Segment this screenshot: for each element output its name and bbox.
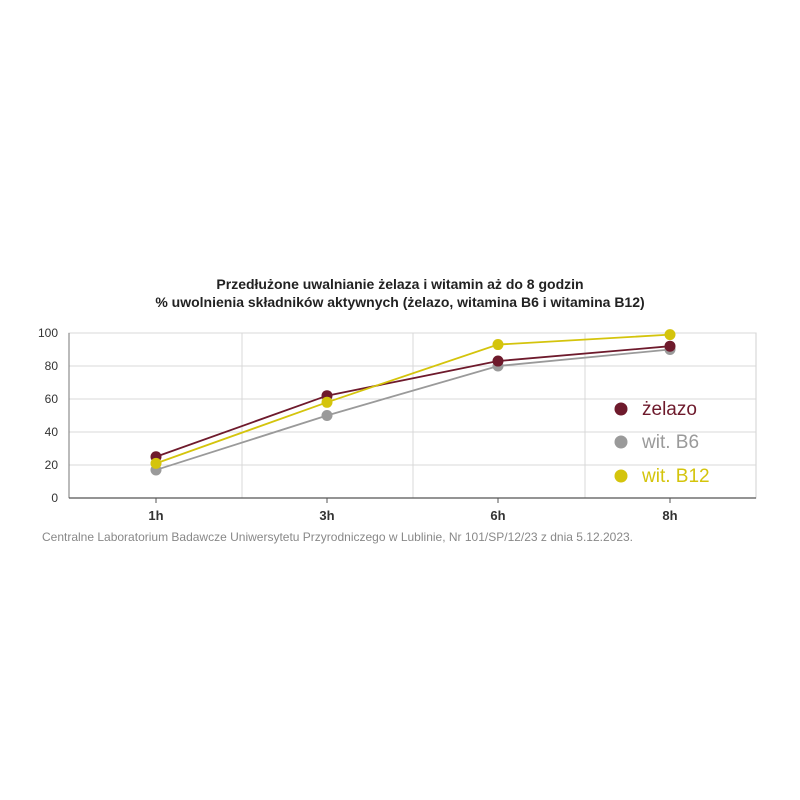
data-point-s3-3h [321,396,333,408]
y-tick-label: 80 [45,359,59,373]
data-point-s1-8h [664,340,676,352]
data-point-s3-1h [150,457,162,469]
series-line-1 [155,345,671,458]
y-tick-label: 60 [45,392,59,406]
data-point-s3-6h [492,339,504,351]
chart-title: Przedłużone uwalnianie żelaza i witamin … [216,276,583,292]
x-tick-label: 1h [148,508,163,523]
legend-label-1: żelazo [642,399,697,420]
legend-marker-2 [614,435,628,449]
chart-subtitle: % uwolnienia składników aktywnych (żelaz… [155,294,644,310]
x-tick-label: 6h [490,508,505,523]
legend-marker-3 [614,469,628,483]
plot-area: 0 20 40 60 80 100 1h 3h 6h 8h [38,326,757,523]
series-line-3 [155,333,671,465]
legend-label-3: wit. B12 [641,466,710,487]
data-point-s1-6h [492,355,504,367]
data-point-s3-8h [664,329,676,341]
legend: żelazo wit. B6 wit. B12 [614,399,710,487]
data-point-s2-3h [321,410,333,421]
y-tick-label: 20 [45,458,59,472]
series-line-2 [155,348,671,471]
y-tick-label: 0 [51,491,58,505]
x-tick-label: 3h [319,508,334,523]
source-note: Centralne Laboratorium Badawcze Uniwersy… [42,530,633,544]
x-tick-label: 8h [662,508,677,523]
legend-marker-1 [614,402,628,416]
y-tick-label: 100 [38,326,58,340]
legend-label-2: wit. B6 [641,432,699,453]
y-tick-label: 40 [45,425,59,439]
